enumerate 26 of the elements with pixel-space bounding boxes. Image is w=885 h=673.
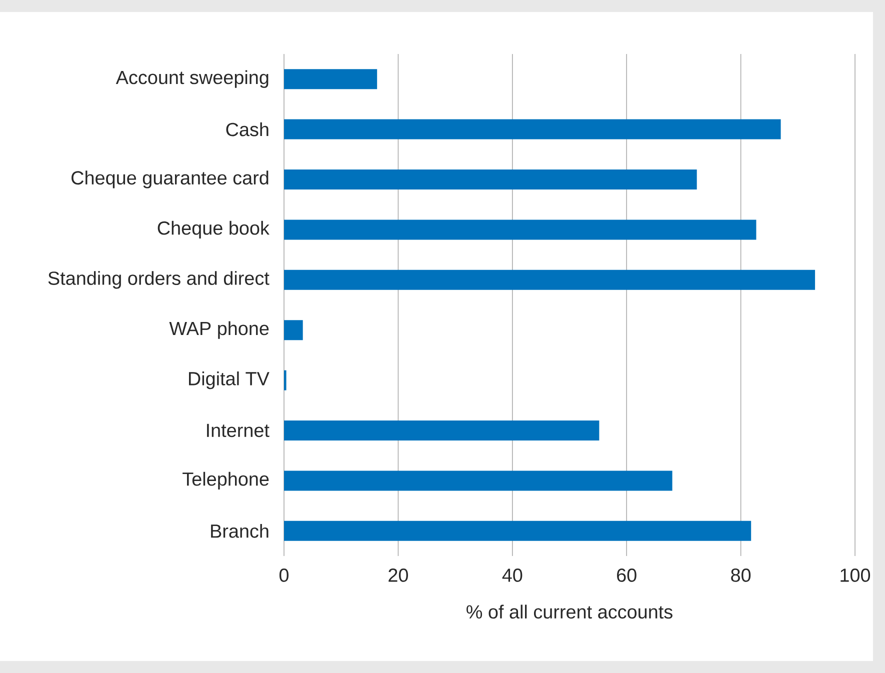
bar xyxy=(284,270,816,290)
y-tick-label: Branch xyxy=(211,524,268,538)
y-tick-label: Internet xyxy=(207,424,270,438)
y-tick-label: Cash xyxy=(226,122,268,136)
y-tick-label: Standing orders and direct xyxy=(48,271,270,289)
x-tick-label: 100 xyxy=(840,568,870,582)
bar xyxy=(284,169,697,190)
x-tick-label: 40 xyxy=(502,568,522,582)
y-tick-label: WAP phone xyxy=(169,321,269,339)
bar xyxy=(284,320,303,340)
x-tick-label: 0 xyxy=(279,568,289,582)
bar xyxy=(284,69,378,90)
bar xyxy=(284,520,752,541)
y-tick-label: Digital TV xyxy=(189,371,270,390)
y-tick-label: Telephone xyxy=(182,472,269,490)
bar xyxy=(284,119,781,140)
bar xyxy=(284,220,756,240)
x-tick-label: 20 xyxy=(388,568,408,582)
y-tick-label: Cheque book xyxy=(158,220,270,239)
y-tick-label: Account sweeping xyxy=(116,70,268,88)
x-tick-label: 80 xyxy=(731,568,751,582)
y-tick-label: Cheque guarantee card xyxy=(72,170,268,188)
x-tick-label: 60 xyxy=(617,568,636,582)
bar xyxy=(284,470,672,491)
x-axis-title: % of all current accounts xyxy=(466,604,672,619)
bar xyxy=(284,420,600,440)
